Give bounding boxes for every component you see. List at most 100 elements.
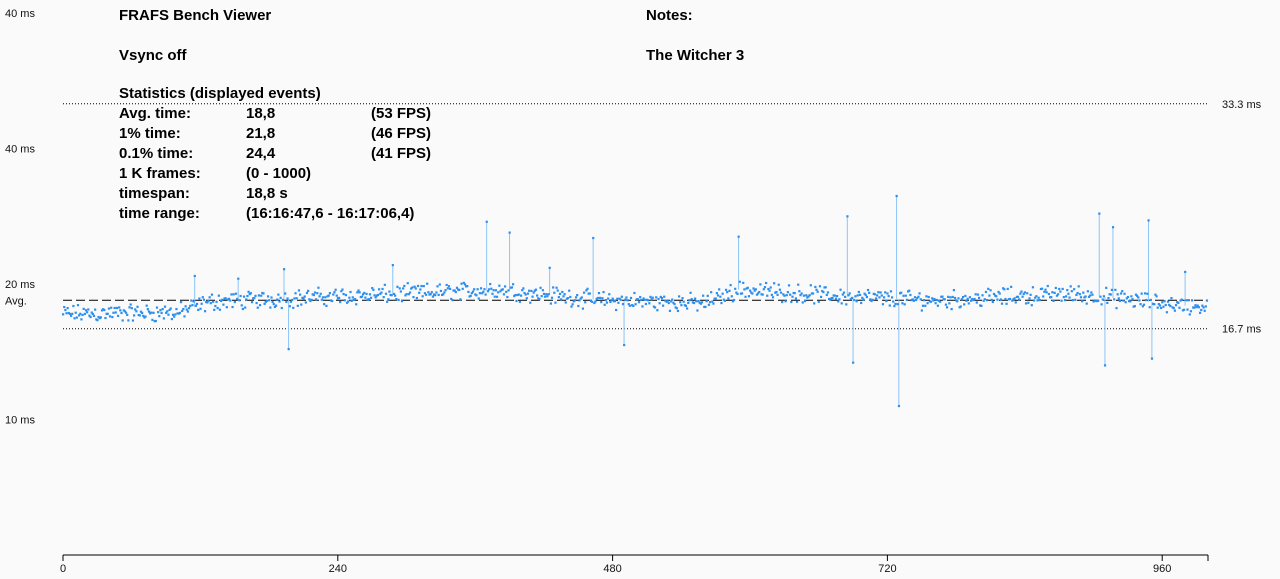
frame-point — [515, 299, 518, 303]
frame-point — [932, 299, 935, 302]
stat-value: (0 - 1000) — [246, 165, 312, 182]
frame-point — [842, 291, 846, 294]
frame-point — [242, 295, 246, 298]
frame-point — [423, 292, 427, 295]
frame-point — [99, 316, 102, 319]
frame-point — [925, 295, 928, 298]
frame-point — [632, 304, 635, 308]
frame-point — [556, 289, 559, 292]
frame-point — [704, 305, 707, 308]
frame-point — [981, 294, 984, 297]
frame-point — [730, 295, 733, 298]
frame-point — [775, 290, 778, 294]
frame-point — [724, 288, 728, 291]
frame-point — [1146, 292, 1149, 295]
frame-point — [1040, 287, 1044, 290]
frame-point — [175, 307, 178, 311]
frame-point — [886, 292, 889, 295]
frame-point — [759, 283, 762, 286]
frame-point — [871, 298, 874, 301]
frame-point — [900, 291, 903, 294]
frame-point — [67, 311, 70, 315]
frame-point — [479, 287, 483, 290]
frame-point — [944, 303, 947, 306]
frame-point — [1081, 300, 1084, 303]
frame-point — [135, 310, 138, 313]
frame-point — [649, 295, 652, 298]
frame-point — [82, 307, 85, 310]
frame-point — [576, 293, 579, 297]
axis-labels: 33.3 ms 16.7 ms Avg. 0 240 480 720 960 40 ms 40 m… — [5, 8, 1262, 575]
frame-point — [147, 310, 151, 313]
frame-point — [918, 292, 921, 295]
frame-point — [1019, 292, 1022, 295]
frame-point — [1136, 294, 1139, 297]
frame-point — [1192, 306, 1195, 309]
frame-point — [669, 300, 673, 303]
frame-point — [882, 296, 886, 299]
frame-point — [858, 293, 862, 296]
frame-point — [579, 297, 582, 300]
frame-point — [492, 289, 495, 292]
frame-point — [72, 304, 75, 308]
frame-point — [584, 301, 587, 304]
frame-point — [363, 291, 366, 295]
frame-point — [477, 297, 480, 300]
frame-point — [651, 296, 654, 299]
frame-point — [250, 301, 254, 304]
frame-point — [1138, 299, 1141, 302]
frame-point — [1114, 288, 1117, 291]
frame-point — [444, 289, 447, 292]
frame-point — [282, 268, 286, 271]
frame-point — [893, 304, 896, 308]
frame-point — [1053, 291, 1056, 294]
frame-point — [1037, 296, 1040, 299]
frame-point — [770, 293, 773, 296]
frame-point — [1011, 299, 1014, 302]
frame-point — [136, 305, 139, 308]
frame-point — [217, 294, 220, 297]
frame-point — [1031, 286, 1035, 289]
frame-point — [171, 313, 175, 316]
frame-point — [728, 289, 731, 292]
frame-point — [239, 294, 242, 298]
frame-point — [1187, 299, 1190, 302]
frame-point — [566, 297, 570, 300]
frame-point — [816, 290, 819, 293]
frame-point — [611, 297, 614, 300]
reference-label: Avg. — [5, 295, 27, 307]
frame-point — [1092, 300, 1095, 303]
frame-point — [403, 284, 406, 288]
frame-point — [921, 304, 925, 307]
frame-point — [320, 298, 323, 301]
frame-point — [165, 311, 168, 314]
frame-point — [502, 293, 506, 296]
x-tick-label: 0 — [60, 563, 66, 575]
frame-point — [623, 343, 626, 347]
frame-point — [984, 290, 988, 294]
frame-point — [797, 283, 800, 286]
frame-point — [607, 297, 610, 300]
frame-point — [450, 297, 453, 301]
stat-row-avg: Avg. time: 18,8 (53 FPS) — [119, 104, 431, 124]
frame-point — [801, 301, 804, 304]
frame-point — [179, 301, 183, 304]
frame-point — [324, 296, 327, 299]
frame-point — [667, 301, 670, 305]
frame-point — [1193, 306, 1196, 309]
frame-point — [522, 287, 525, 290]
frame-point — [247, 290, 250, 293]
frame-point — [845, 303, 848, 306]
frame-point — [548, 266, 551, 269]
frame-point — [1121, 290, 1124, 293]
frame-point — [1149, 298, 1152, 302]
frame-point — [1158, 304, 1162, 307]
frame-point — [462, 281, 465, 284]
frame-point — [779, 291, 783, 294]
frame-point — [1117, 297, 1120, 300]
frame-point — [303, 295, 306, 298]
frame-point — [302, 297, 305, 300]
frame-point — [167, 313, 170, 316]
frame-point — [273, 305, 277, 309]
frame-point — [151, 318, 154, 321]
